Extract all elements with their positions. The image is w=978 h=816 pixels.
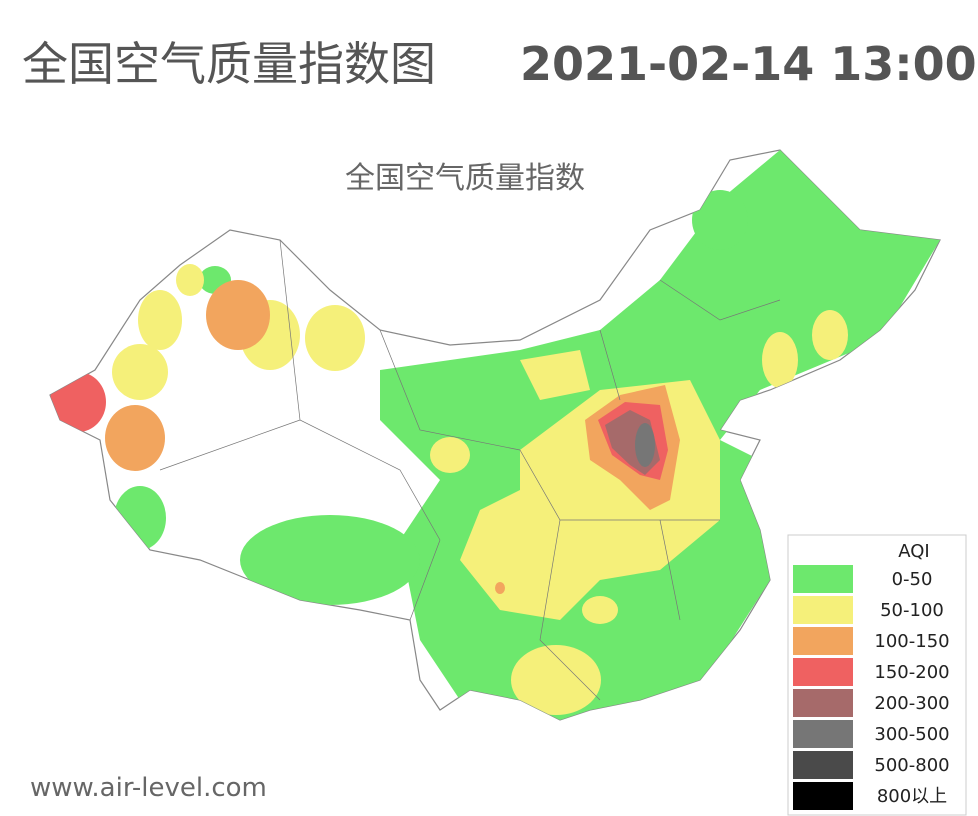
map: 全国空气质量指数 www.air-level.com	[30, 149, 941, 803]
legend-label: 150-200	[874, 662, 949, 683]
legend-label: 800以上	[877, 786, 947, 807]
map-subtitle: 全国空气质量指数	[345, 161, 585, 196]
legend-swatch	[793, 720, 853, 748]
aqi-layer	[50, 150, 940, 720]
legend-swatch	[793, 627, 853, 655]
legend-label: 500-800	[874, 755, 949, 776]
legend-title: AQI	[898, 541, 929, 562]
legend-swatch	[793, 565, 853, 593]
title: 全国空气质量指数图	[22, 37, 436, 91]
legend-label: 0-50	[892, 569, 933, 590]
legend-swatch	[793, 596, 853, 624]
legend-swatch	[793, 658, 853, 686]
legend-label: 100-150	[874, 631, 949, 652]
legend: AQI 0-50 50-100 100-150 150-200 200-300 300-5…	[787, 534, 967, 816]
legend-swatch	[793, 782, 853, 810]
legend-label: 200-300	[874, 693, 949, 714]
source: www.air-level.com	[30, 773, 267, 803]
legend-label: 300-500	[874, 724, 949, 745]
legend-swatch	[793, 689, 853, 717]
legend-swatch	[793, 751, 853, 779]
timestamp: 2021-02-14 13:00	[520, 37, 977, 91]
legend-label: 50-100	[880, 600, 944, 621]
